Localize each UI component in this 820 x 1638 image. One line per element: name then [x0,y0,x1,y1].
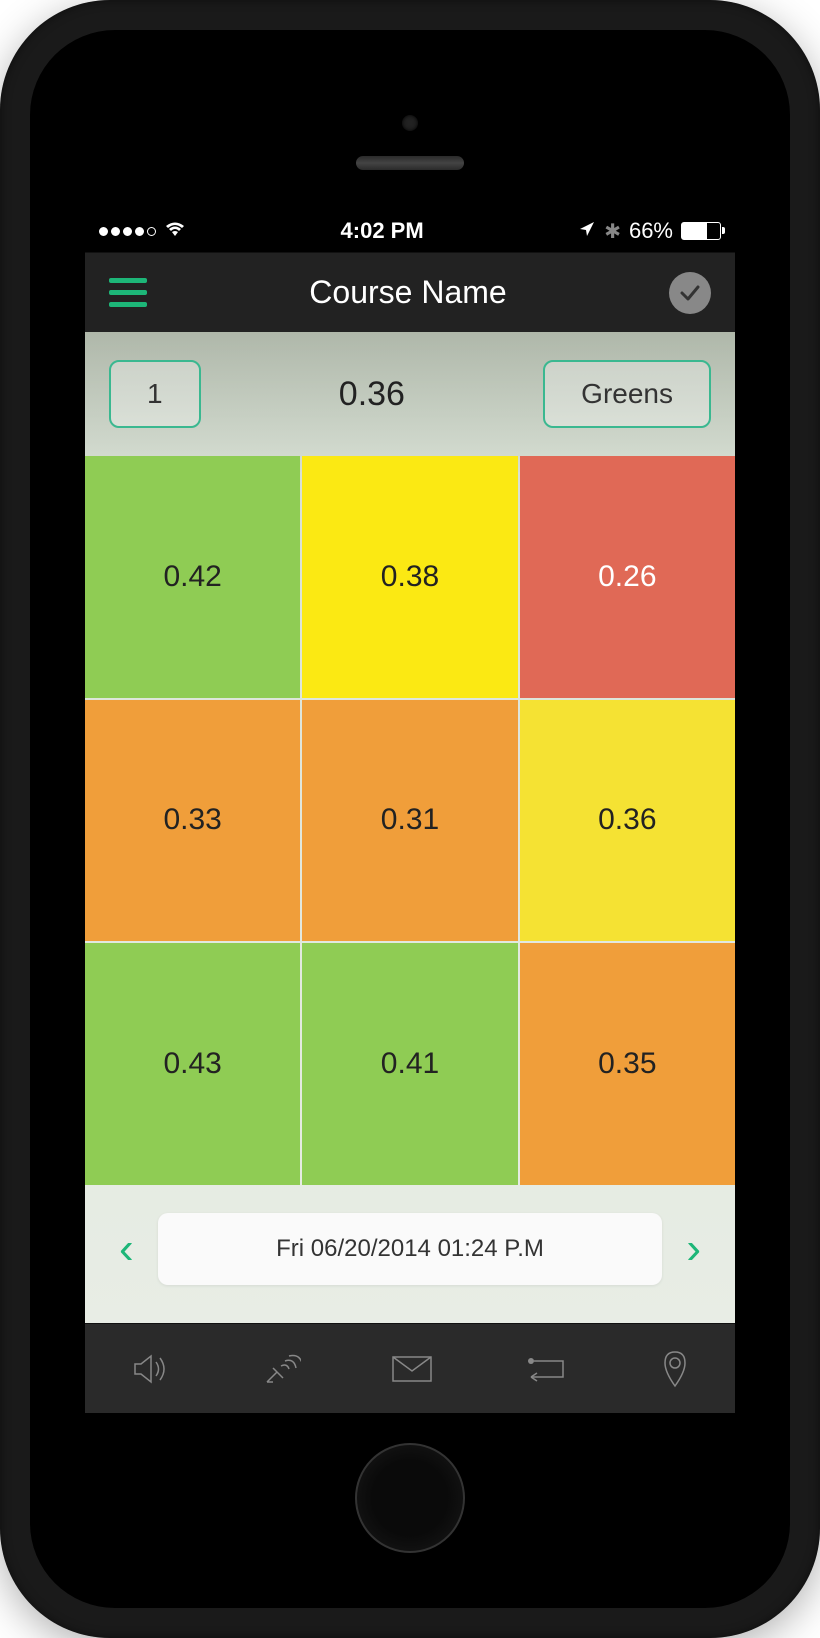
screen: 4:02 PM ✱ 66% [85,210,735,1413]
satellite-tab[interactable] [259,1348,301,1390]
status-left [99,218,186,244]
heatmap-cell-7[interactable]: 0.41 [302,943,517,1185]
heatmap-cell-3[interactable]: 0.33 [85,700,300,942]
next-date-button[interactable]: › [676,1227,711,1271]
bottom-tab-bar [85,1323,735,1413]
date-navigator: ‹ Fri 06/20/2014 01:24 P.M › [85,1185,735,1323]
phone-speaker [355,155,465,171]
speaker-icon [129,1348,171,1390]
battery-icon [681,222,721,240]
heatmap-grid: 0.42 0.38 0.26 0.33 0.31 0.36 0.43 0.41 … [85,456,735,1185]
location-arrow-icon [578,218,596,244]
phone-body: 4:02 PM ✱ 66% [30,30,790,1608]
signal-strength-icon [99,227,156,236]
satellite-icon [259,1348,301,1390]
heatmap-cell-0[interactable]: 0.42 [85,456,300,698]
heatmap-cell-4[interactable]: 0.31 [302,700,517,942]
menu-button[interactable] [109,278,147,307]
heatmap-cell-2[interactable]: 0.26 [520,456,735,698]
battery-percent: 66% [629,218,673,244]
wifi-icon [164,218,186,244]
bluetooth-icon: ✱ [604,219,621,244]
confirm-button[interactable] [669,272,711,314]
status-right: ✱ 66% [578,218,721,244]
pin-icon [659,1348,691,1390]
hole-selector-button[interactable]: 1 [109,360,201,428]
heatmap-cell-5[interactable]: 0.36 [520,700,735,942]
location-tab[interactable] [659,1348,691,1390]
date-display[interactable]: Fri 06/20/2014 01:24 P.M [158,1213,663,1285]
envelope-icon [389,1353,435,1385]
nav-bar: Course Name [85,252,735,332]
phone-camera [402,115,418,131]
route-tab[interactable] [523,1353,571,1385]
prev-date-button[interactable]: ‹ [109,1227,144,1271]
heatmap-cell-1[interactable]: 0.38 [302,456,517,698]
average-value: 0.36 [339,375,405,414]
top-controls: 1 0.36 Greens [85,332,735,456]
status-bar: 4:02 PM ✱ 66% [85,210,735,252]
content-area: 1 0.36 Greens 0.42 0.38 0.26 0.33 0.31 0… [85,332,735,1323]
sound-tab[interactable] [129,1348,171,1390]
check-icon [678,281,702,305]
page-title: Course Name [309,274,506,311]
phone-frame: 4:02 PM ✱ 66% [0,0,820,1638]
heatmap-cell-6[interactable]: 0.43 [85,943,300,1185]
mail-tab[interactable] [389,1353,435,1385]
heatmap-cell-8[interactable]: 0.35 [520,943,735,1185]
route-icon [523,1353,571,1385]
status-time: 4:02 PM [341,218,424,244]
area-selector-button[interactable]: Greens [543,360,711,428]
phone-home-button [355,1443,465,1553]
hamburger-icon [109,278,147,283]
